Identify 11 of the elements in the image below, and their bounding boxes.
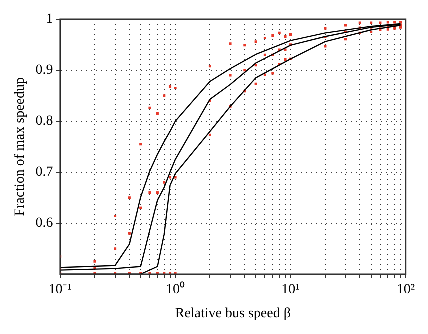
- y-tick-label: 0.8: [36, 114, 54, 130]
- y-tick-label: 0.6: [36, 216, 54, 232]
- y-tick-label: 0.9: [36, 63, 54, 78]
- y-axis-title: Fraction of max speedup: [13, 78, 28, 216]
- x-tick-label: 10⁻¹: [48, 282, 72, 298]
- x-axis-title: Relative bus speed β: [175, 306, 291, 322]
- x-tick-label: 10⁰: [166, 281, 186, 298]
- x-tick-label: 10²: [396, 282, 416, 298]
- x-tick-label: 10¹: [282, 282, 300, 298]
- y-tick-label: 0.7: [36, 165, 54, 180]
- y-tick-label: 1: [46, 12, 54, 28]
